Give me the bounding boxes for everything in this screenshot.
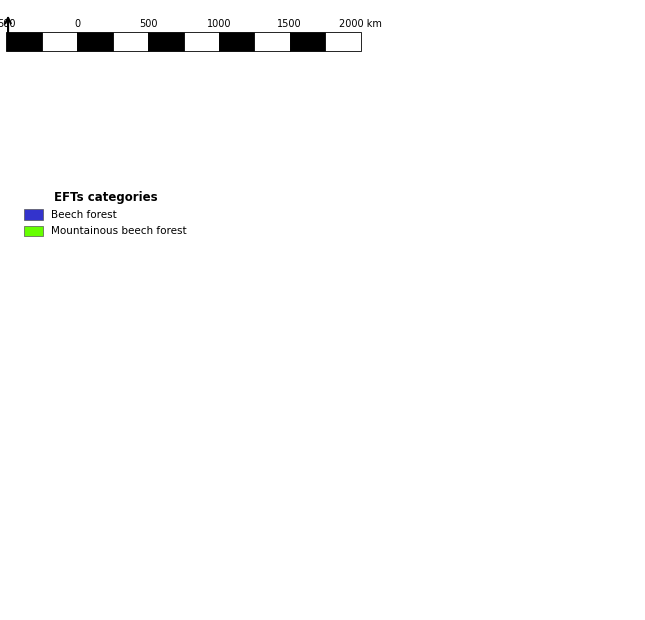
Text: 2000 km: 2000 km xyxy=(339,19,382,29)
Bar xyxy=(77,32,113,51)
Bar xyxy=(42,32,77,51)
Text: 500: 500 xyxy=(139,19,157,29)
Bar xyxy=(254,32,290,51)
Legend: Beech forest, Mountainous beech forest: Beech forest, Mountainous beech forest xyxy=(18,185,193,242)
Text: 0: 0 xyxy=(74,19,81,29)
Bar xyxy=(219,32,254,51)
Bar xyxy=(6,32,42,51)
Text: 500: 500 xyxy=(0,19,15,29)
Bar xyxy=(148,32,184,51)
Bar xyxy=(290,32,325,51)
Bar xyxy=(325,32,361,51)
Text: 1000: 1000 xyxy=(206,19,231,29)
Bar xyxy=(113,32,148,51)
Text: 1500: 1500 xyxy=(277,19,302,29)
Bar xyxy=(184,32,219,51)
